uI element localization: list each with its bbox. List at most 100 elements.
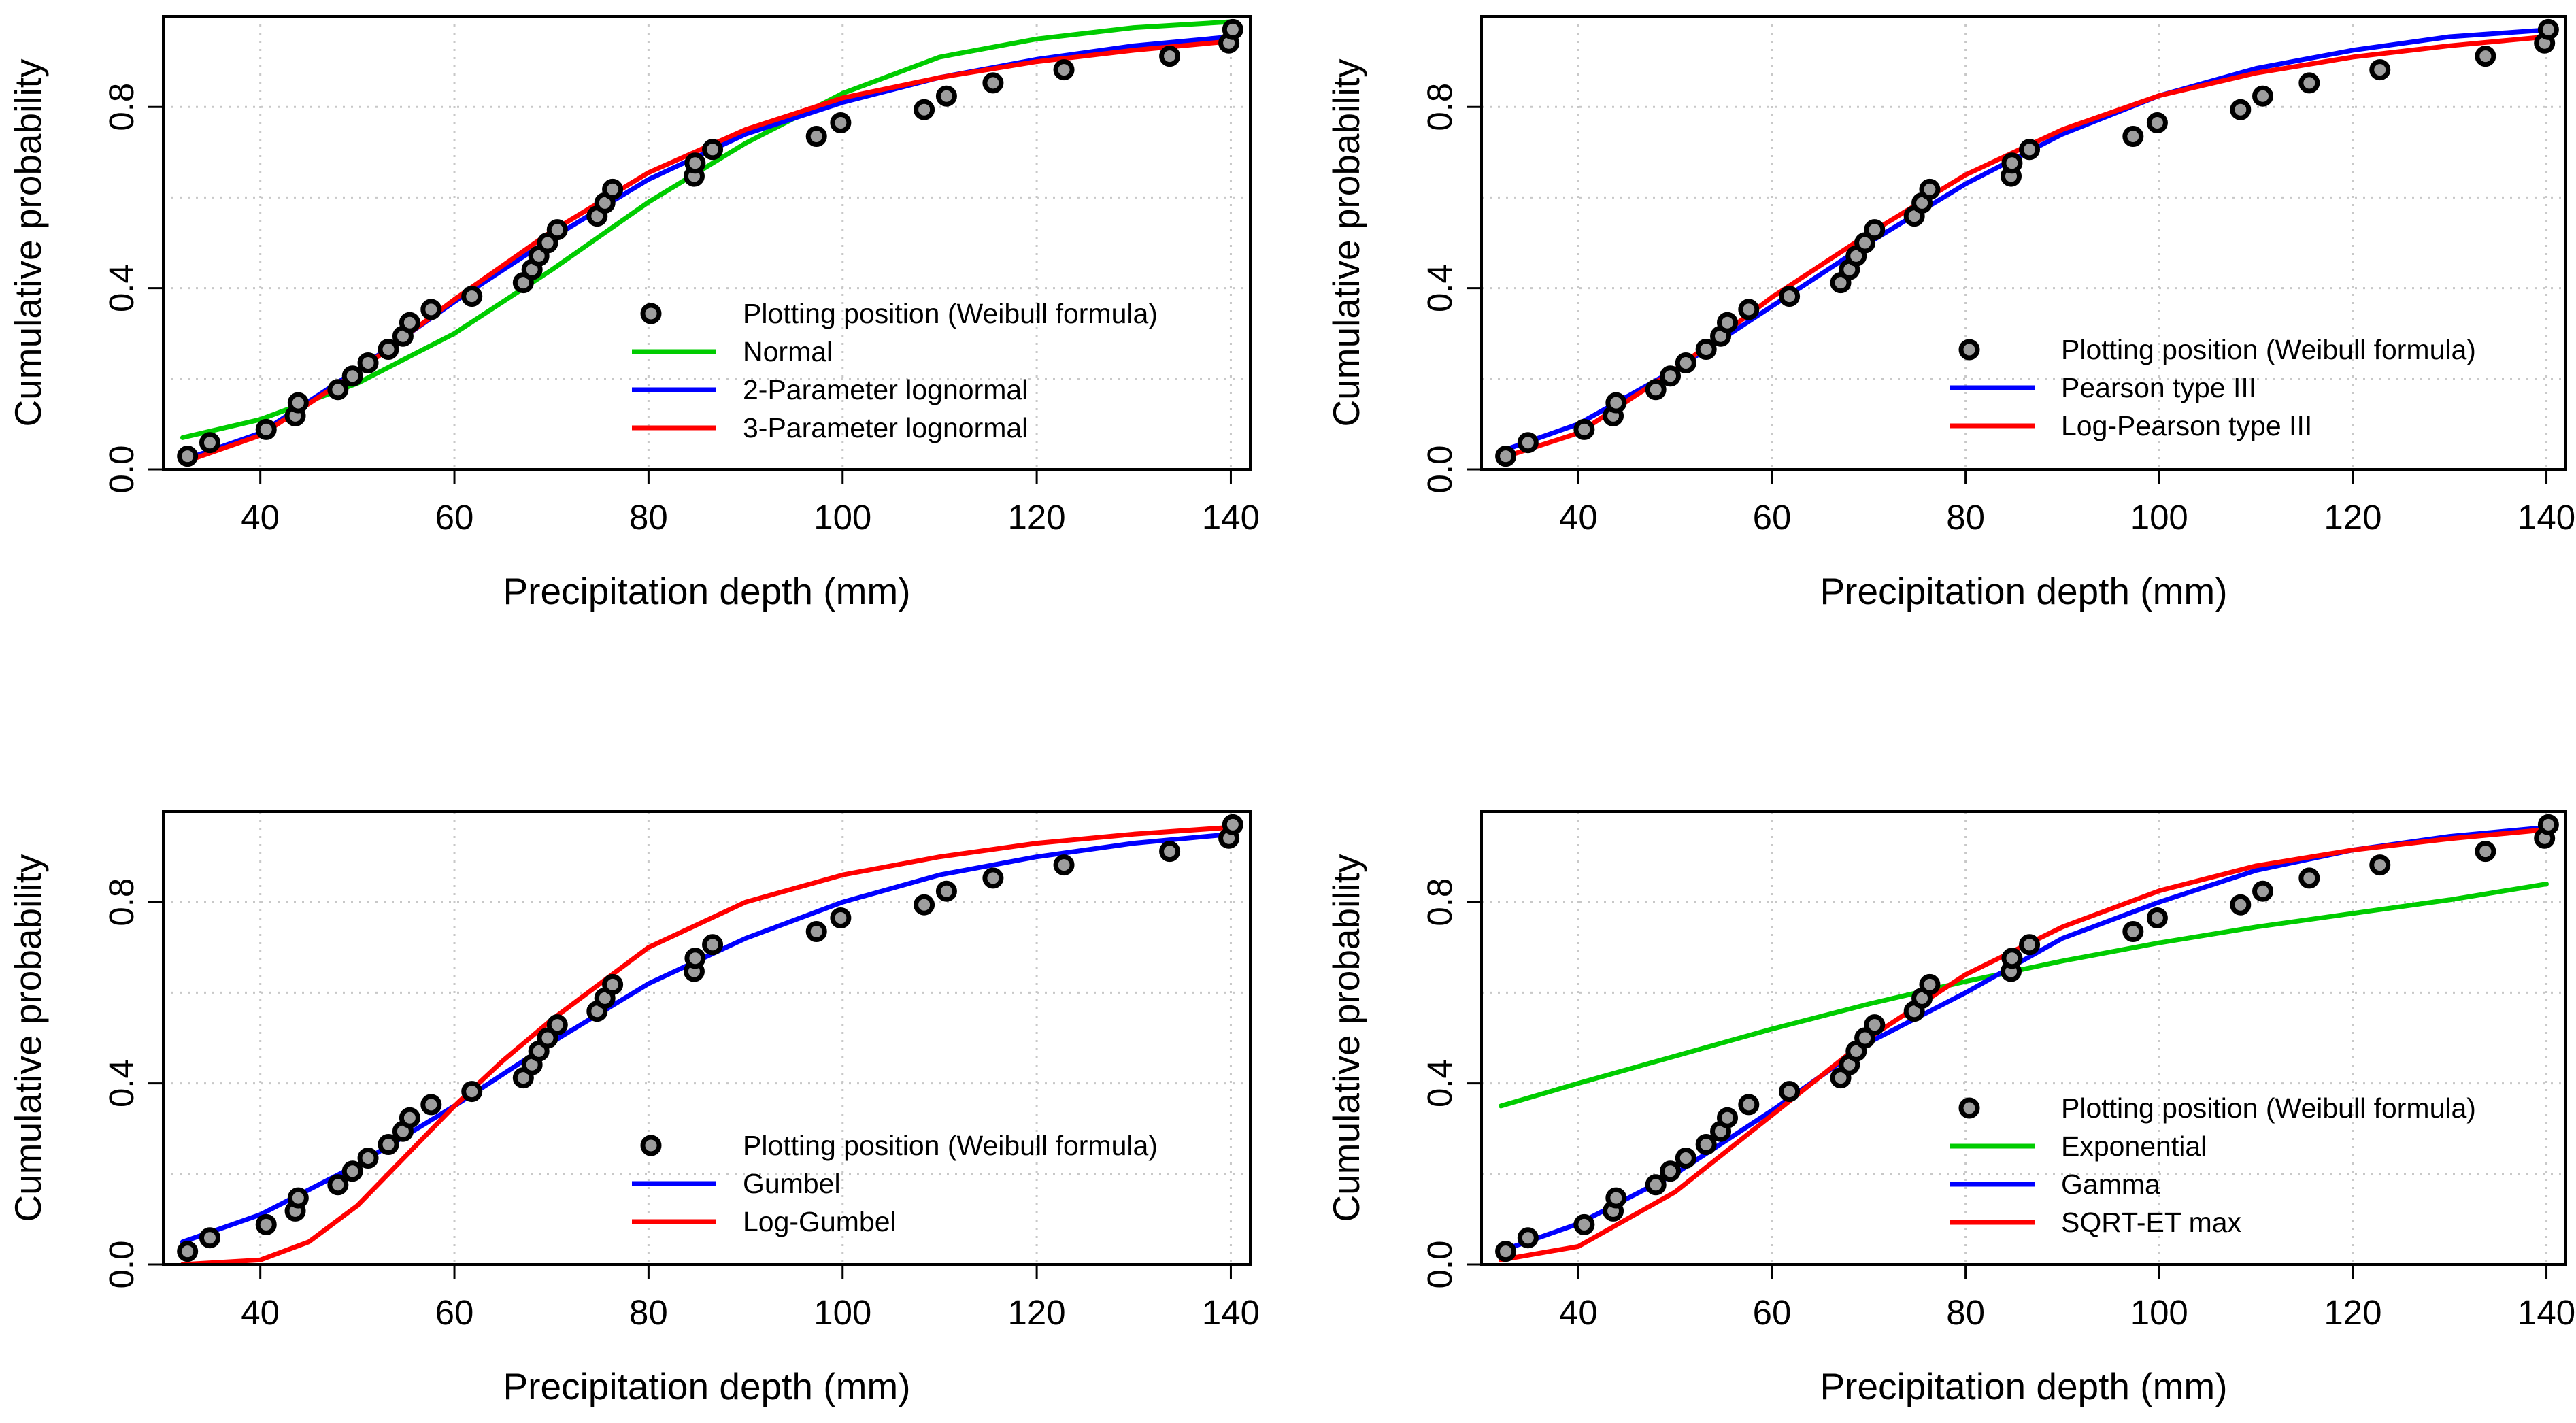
x-tick-label: 140 xyxy=(2518,1293,2575,1332)
data-point xyxy=(1605,392,1627,414)
legend-label: Gamma xyxy=(2061,1169,2160,1200)
x-tick-label: 80 xyxy=(629,1293,668,1332)
data-point xyxy=(2298,867,2320,889)
data-point xyxy=(1222,18,1243,40)
data-point xyxy=(399,1107,420,1128)
data-point xyxy=(1738,299,1760,320)
plot-frame xyxy=(162,810,1252,1266)
legend-label: Pearson type III xyxy=(2061,372,2256,403)
plotting-points xyxy=(177,814,1243,1262)
grid-lines xyxy=(1482,811,2566,1265)
y-tick-label: 0.4 xyxy=(1420,1059,1459,1107)
data-point xyxy=(1660,1160,1682,1182)
data-point xyxy=(982,867,1004,889)
data-point xyxy=(1159,841,1181,863)
grid-lines xyxy=(163,16,1250,469)
grid-lines xyxy=(1482,16,2566,469)
plotting-points xyxy=(177,18,1243,467)
data-point xyxy=(2475,841,2496,863)
data-point xyxy=(287,1187,309,1209)
data-point xyxy=(378,1134,399,1156)
data-point xyxy=(914,99,935,120)
data-point xyxy=(2146,112,2168,134)
data-point xyxy=(327,379,349,401)
data-point xyxy=(1159,46,1181,67)
data-point xyxy=(602,973,624,995)
grid-lines xyxy=(163,811,1250,1265)
plot-frame xyxy=(162,15,1252,471)
legend-point-marker xyxy=(640,303,662,324)
data-point xyxy=(805,920,827,942)
data-point xyxy=(357,352,379,373)
x-tick-label: 100 xyxy=(2130,1293,2188,1332)
data-point xyxy=(2252,85,2274,107)
x-tick-label: 80 xyxy=(629,498,668,537)
x-tick-label: 60 xyxy=(1753,498,1792,537)
x-axis: 40 60 80 100 120 140 Precipitation depth (mm) xyxy=(1559,469,2575,612)
data-point xyxy=(1864,219,1886,241)
data-point xyxy=(1495,1241,1517,1262)
data-point xyxy=(1517,1227,1539,1249)
data-point xyxy=(2122,125,2144,147)
x-axis: 40 60 80 100 120 140 Precipitation depth (mm) xyxy=(1559,1265,2575,1407)
x-axis: 40 60 80 100 120 140 Precipitation depth (mm) xyxy=(241,1265,1260,1407)
x-axis-title: Precipitation depth (mm) xyxy=(503,570,910,612)
data-point xyxy=(1695,339,1717,361)
data-point xyxy=(2230,894,2252,916)
data-point xyxy=(2475,46,2496,67)
plot-frame xyxy=(1480,15,2567,471)
data-point xyxy=(420,1094,442,1116)
legend-point-marker xyxy=(1958,1097,1980,1119)
y-tick-label: 0.0 xyxy=(102,446,141,494)
legend-label: Exponential xyxy=(2061,1131,2207,1162)
data-point xyxy=(327,1174,349,1196)
legend-label: Plotting position (Weibull formula) xyxy=(743,298,1158,329)
data-point xyxy=(399,312,420,333)
legend-label: SQRT-ET max xyxy=(2061,1207,2242,1238)
chart-panel-top-left: 40 60 80 100 120 140 Precipitation depth (mm) 0… xyxy=(7,15,1260,612)
legend-label: Plotting position (Weibull formula) xyxy=(743,1130,1158,1161)
y-tick-label: 0.8 xyxy=(1420,83,1459,131)
data-point xyxy=(2146,907,2168,929)
x-axis: 40 60 80 100 120 140 Precipitation depth (mm) xyxy=(241,469,1260,612)
data-point xyxy=(177,1241,199,1262)
data-point xyxy=(420,299,442,320)
data-point xyxy=(1854,232,1876,254)
data-point xyxy=(537,1027,558,1049)
x-tick-label: 60 xyxy=(435,498,474,537)
x-axis-title: Precipitation depth (mm) xyxy=(503,1365,910,1407)
series-line-sqrt-et-max xyxy=(1499,827,2549,1262)
y-tick-label: 0.0 xyxy=(1420,446,1459,494)
data-point xyxy=(1053,59,1075,81)
x-tick-label: 100 xyxy=(814,498,871,537)
data-point xyxy=(199,432,220,454)
data-point xyxy=(1738,1094,1760,1116)
data-point xyxy=(805,125,827,147)
x-axis-title: Precipitation depth (mm) xyxy=(1820,1365,2227,1407)
plotting-points xyxy=(1495,814,2559,1262)
data-point xyxy=(2122,920,2144,942)
y-tick-label: 0.0 xyxy=(1420,1241,1459,1289)
chart-panel-bottom-right: 40 60 80 100 120 140 Precipitation depth (mm) 0… xyxy=(1325,810,2575,1407)
data-point xyxy=(1695,1134,1717,1156)
data-point xyxy=(255,1213,277,1235)
x-tick-label: 120 xyxy=(2324,1293,2381,1332)
data-point xyxy=(1779,286,1801,307)
data-point xyxy=(2537,18,2559,40)
legend: Plotting position (Weibull formula) Pears… xyxy=(1950,334,2476,441)
x-tick-label: 140 xyxy=(1202,1293,1260,1332)
legend-label: 2-Parameter lognormal xyxy=(743,374,1028,405)
data-point xyxy=(537,232,558,254)
data-point xyxy=(830,112,852,134)
legend-label: Gumbel xyxy=(743,1168,841,1199)
legend-point-marker xyxy=(640,1135,662,1156)
data-point xyxy=(1053,854,1075,876)
y-axis: 0.0 0.4 0.8 Cumulative probability xyxy=(1325,854,1482,1288)
x-tick-label: 40 xyxy=(1559,498,1598,537)
x-tick-label: 120 xyxy=(1008,498,1066,537)
y-axis-title: Cumulative probability xyxy=(1325,854,1367,1222)
y-axis: 0.0 0.4 0.8 Cumulative probability xyxy=(7,58,163,493)
data-point xyxy=(830,907,852,929)
data-point xyxy=(1716,312,1738,333)
data-point xyxy=(255,418,277,440)
